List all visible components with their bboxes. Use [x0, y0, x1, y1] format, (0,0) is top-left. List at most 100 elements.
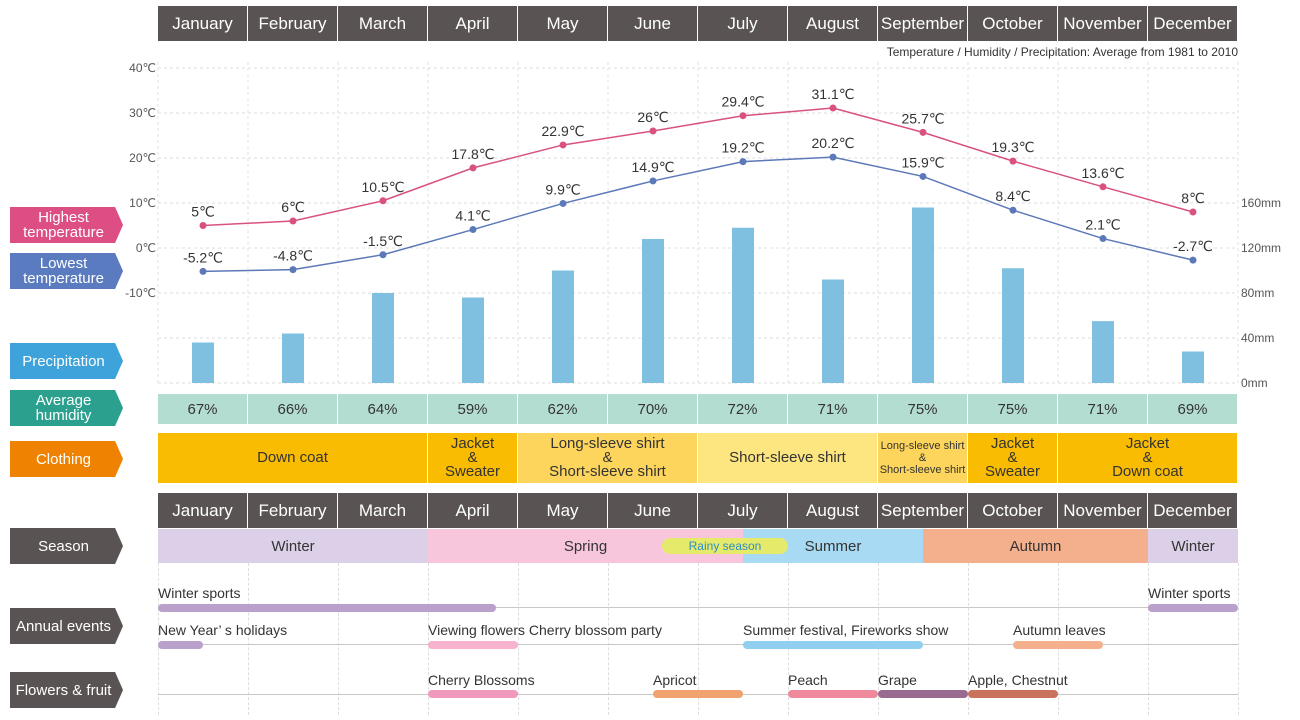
label-precipitation: Precipitation	[10, 343, 123, 379]
temperature-point	[919, 128, 927, 136]
clothing-text: Long-sleeve shirt	[550, 435, 665, 452]
temperature-data-label: 5℃	[191, 204, 215, 220]
temperature-point	[829, 153, 837, 161]
temperature-data-label: 14.9℃	[632, 159, 675, 175]
event-bar	[428, 641, 518, 649]
humidity-cell: 69%	[1148, 394, 1238, 424]
temperature-point	[379, 197, 387, 205]
precipitation-bar	[462, 297, 484, 383]
temperature-point	[1189, 208, 1197, 216]
month-cell: April	[428, 493, 518, 528]
humidity-cell: 72%	[698, 394, 788, 424]
label-highest-temperature: Highest temperature	[10, 207, 123, 243]
month-cell: August	[788, 6, 878, 41]
lower-month-guide	[428, 563, 429, 715]
precipitation-bar	[642, 239, 664, 383]
clothing-text: Sweater	[444, 463, 501, 480]
precipitation-bar	[192, 342, 214, 383]
temperature-data-label: 29.4℃	[722, 94, 765, 110]
temperature-point	[289, 266, 297, 274]
lower-month-guide	[1058, 563, 1059, 715]
clothing-text: &	[467, 449, 478, 466]
season-band: Winter	[158, 529, 428, 563]
lower-month-guide	[968, 563, 969, 715]
temperature-point	[289, 217, 297, 225]
clothing-cell: Long-sleeve shirt & Short-sleeve shirt	[518, 433, 698, 483]
flower-bar	[878, 690, 968, 698]
label-clothing: Clothing	[10, 441, 123, 477]
month-cell: January	[158, 493, 248, 528]
temp-tick-label: -10℃	[125, 286, 156, 300]
humidity-cell: 70%	[608, 394, 698, 424]
clothing-text: Jacket	[1125, 435, 1170, 452]
event-bar	[743, 641, 923, 649]
clothing-cell: Short-sleeve shirt	[698, 433, 878, 483]
temperature-point	[649, 177, 657, 185]
temperature-point	[649, 127, 657, 135]
month-cell: December	[1148, 6, 1238, 41]
humidity-cell: 75%	[878, 394, 968, 424]
label-average-humidity: Average humidity	[10, 390, 123, 426]
precipitation-bar	[822, 279, 844, 383]
month-cell: April	[428, 6, 518, 41]
flower-label: Cherry Blossoms	[428, 672, 535, 688]
event-bar	[158, 641, 203, 649]
precipitation-bar	[1182, 351, 1204, 383]
lower-month-guide	[608, 563, 609, 715]
clothing-text: &	[1007, 449, 1018, 466]
temp-tick-label: 30℃	[129, 106, 156, 120]
precip-tick-label: 160mm	[1241, 196, 1281, 210]
temperature-data-label: 20.2℃	[812, 135, 855, 151]
clothing-cell: Long-sleeve shirt & Short-sleeve shirt	[878, 433, 968, 483]
clothing-cell: Jacket & Sweater	[968, 433, 1058, 483]
lower-month-guide	[1238, 563, 1239, 715]
event-bar	[1148, 604, 1238, 612]
temperature-data-label: 22.9℃	[542, 123, 585, 139]
clothing-text: &	[602, 449, 613, 466]
precipitation-bar	[372, 293, 394, 383]
humidity-cell: 59%	[428, 394, 518, 424]
temperature-data-label: 19.3℃	[992, 139, 1035, 155]
precipitation-bar	[1092, 321, 1114, 383]
temperature-data-label: 8.4℃	[995, 188, 1030, 204]
event-label: Winter sports	[158, 585, 241, 601]
temperature-point	[1099, 183, 1107, 191]
label-annual-events: Annual events	[10, 608, 123, 644]
precip-tick-label: 40mm	[1241, 331, 1274, 345]
temperature-point	[739, 112, 747, 120]
event-bar	[1013, 641, 1103, 649]
month-cell: May	[518, 6, 608, 41]
lower-month-guide	[158, 563, 159, 715]
temperature-data-label: 31.1℃	[812, 86, 855, 102]
temperature-point	[829, 104, 837, 112]
temperature-data-label: 26℃	[637, 109, 668, 125]
temperature-line	[202, 107, 1194, 227]
month-cell: July	[698, 493, 788, 528]
month-cell: June	[608, 6, 698, 41]
humidity-cell: 71%	[788, 394, 878, 424]
event-label: New Year’ s holidays	[158, 622, 288, 638]
flower-label: Peach	[788, 672, 828, 688]
temperature-point	[1009, 157, 1017, 165]
temperature-data-label: 15.9℃	[902, 154, 945, 170]
precip-tick-label: 120mm	[1241, 241, 1281, 255]
clothing-text: Short-sleeve shirt	[549, 463, 666, 480]
month-cell: June	[608, 493, 698, 528]
precip-tick-label: 80mm	[1241, 286, 1274, 300]
clothing-text: &	[918, 452, 927, 464]
lower-month-guide	[788, 563, 789, 715]
flower-label: Grape	[878, 672, 917, 688]
precipitation-bar	[552, 270, 574, 383]
humidity-cell: 64%	[338, 394, 428, 424]
flower-label: Apple, Chestnut	[968, 672, 1068, 688]
clothing-text: &	[1142, 449, 1153, 466]
temperature-data-label: -5.2℃	[183, 249, 223, 265]
flower-bar	[428, 690, 518, 698]
label-season: Season	[10, 528, 123, 564]
flower-bar	[653, 690, 743, 698]
temperature-point	[1099, 235, 1107, 243]
label-lowest-temperature: Lowest temperature	[10, 253, 123, 289]
lower-month-guide	[1148, 563, 1149, 715]
season-band: Summer	[743, 529, 923, 563]
temperature-data-label: 25.7℃	[902, 110, 945, 126]
